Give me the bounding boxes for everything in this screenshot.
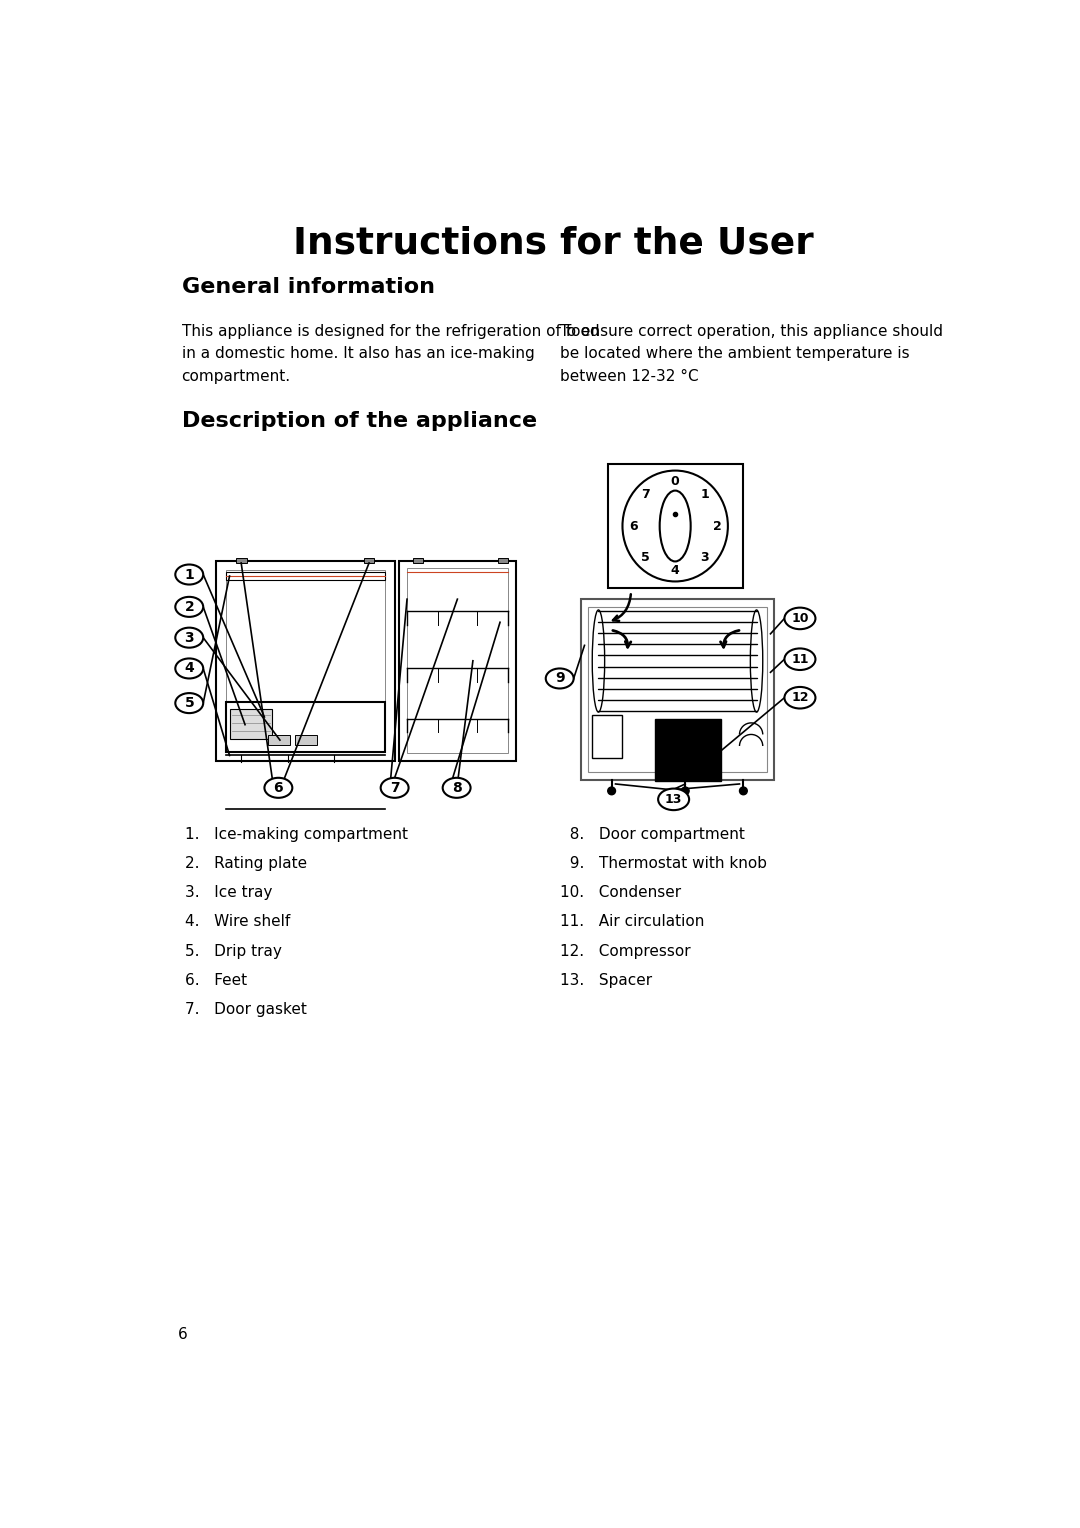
Text: 1: 1: [185, 567, 194, 582]
Text: 5: 5: [642, 552, 650, 564]
Text: 12.   Compressor: 12. Compressor: [559, 944, 690, 958]
Text: 10: 10: [792, 611, 809, 625]
Bar: [226, 701, 386, 752]
Text: 4.   Wire shelf: 4. Wire shelf: [186, 914, 291, 929]
Text: Description of the appliance: Description of the appliance: [181, 411, 537, 431]
Text: 7: 7: [390, 781, 400, 795]
Ellipse shape: [175, 564, 203, 585]
Text: 2: 2: [713, 520, 721, 533]
Bar: [230, 709, 272, 738]
Text: This appliance is designed for the refrigeration of food
in a domestic home. It : This appliance is designed for the refri…: [181, 324, 599, 384]
Text: 11.   Air circulation: 11. Air circulation: [559, 914, 704, 929]
Bar: [268, 735, 291, 746]
Text: 9: 9: [555, 671, 565, 686]
Text: 5.   Drip tray: 5. Drip tray: [186, 944, 282, 958]
Bar: [654, 720, 720, 781]
Bar: [235, 558, 246, 562]
Bar: [226, 571, 386, 581]
Ellipse shape: [784, 648, 815, 669]
Bar: [589, 607, 767, 773]
Ellipse shape: [380, 778, 408, 798]
Text: 1: 1: [701, 487, 710, 501]
Text: 12: 12: [792, 691, 809, 704]
Text: General information: General information: [181, 277, 434, 298]
Bar: [499, 558, 508, 562]
Text: 8: 8: [451, 781, 461, 795]
Circle shape: [740, 787, 747, 795]
Ellipse shape: [175, 628, 203, 648]
Text: 7.   Door gasket: 7. Door gasket: [186, 1002, 307, 1018]
Bar: [364, 558, 375, 562]
Ellipse shape: [443, 778, 471, 798]
Text: 6: 6: [629, 520, 637, 533]
Bar: [414, 558, 422, 562]
Text: 5: 5: [185, 697, 194, 711]
Bar: [581, 599, 774, 781]
Text: 6.   Feet: 6. Feet: [186, 973, 247, 987]
Text: 8.   Door compartment: 8. Door compartment: [559, 827, 744, 842]
Ellipse shape: [175, 659, 203, 678]
Bar: [226, 570, 386, 752]
Ellipse shape: [545, 668, 573, 689]
Text: 1.   Ice-making compartment: 1. Ice-making compartment: [186, 827, 408, 842]
Text: To ensure correct operation, this appliance should
be located where the ambient : To ensure correct operation, this applia…: [559, 324, 943, 384]
Text: 6: 6: [177, 1326, 187, 1342]
Ellipse shape: [265, 778, 293, 798]
Text: 13: 13: [665, 793, 683, 805]
Text: 4: 4: [671, 564, 679, 578]
Ellipse shape: [660, 490, 691, 561]
Ellipse shape: [175, 597, 203, 617]
Text: 3: 3: [701, 552, 710, 564]
Text: 0: 0: [671, 475, 679, 487]
Bar: [407, 568, 508, 753]
Text: 7: 7: [642, 487, 650, 501]
Ellipse shape: [658, 788, 689, 810]
Bar: [592, 715, 622, 758]
Ellipse shape: [784, 608, 815, 630]
Text: 2.   Rating plate: 2. Rating plate: [186, 856, 308, 871]
Bar: [216, 561, 394, 761]
Text: 11: 11: [792, 652, 809, 666]
Text: 4: 4: [185, 662, 194, 675]
Bar: [608, 465, 743, 588]
Text: 10.   Condenser: 10. Condenser: [559, 885, 680, 900]
Bar: [296, 735, 318, 746]
Text: Instructions for the User: Instructions for the User: [293, 226, 814, 261]
Ellipse shape: [784, 688, 815, 709]
Ellipse shape: [175, 694, 203, 714]
Circle shape: [681, 787, 689, 795]
Text: 13.   Spacer: 13. Spacer: [559, 973, 652, 987]
Bar: [400, 561, 515, 761]
Text: 3.   Ice tray: 3. Ice tray: [186, 885, 273, 900]
Text: 3: 3: [185, 631, 194, 645]
Text: 2: 2: [185, 601, 194, 614]
Text: 6: 6: [273, 781, 283, 795]
Text: 9.   Thermostat with knob: 9. Thermostat with knob: [559, 856, 767, 871]
Circle shape: [608, 787, 616, 795]
